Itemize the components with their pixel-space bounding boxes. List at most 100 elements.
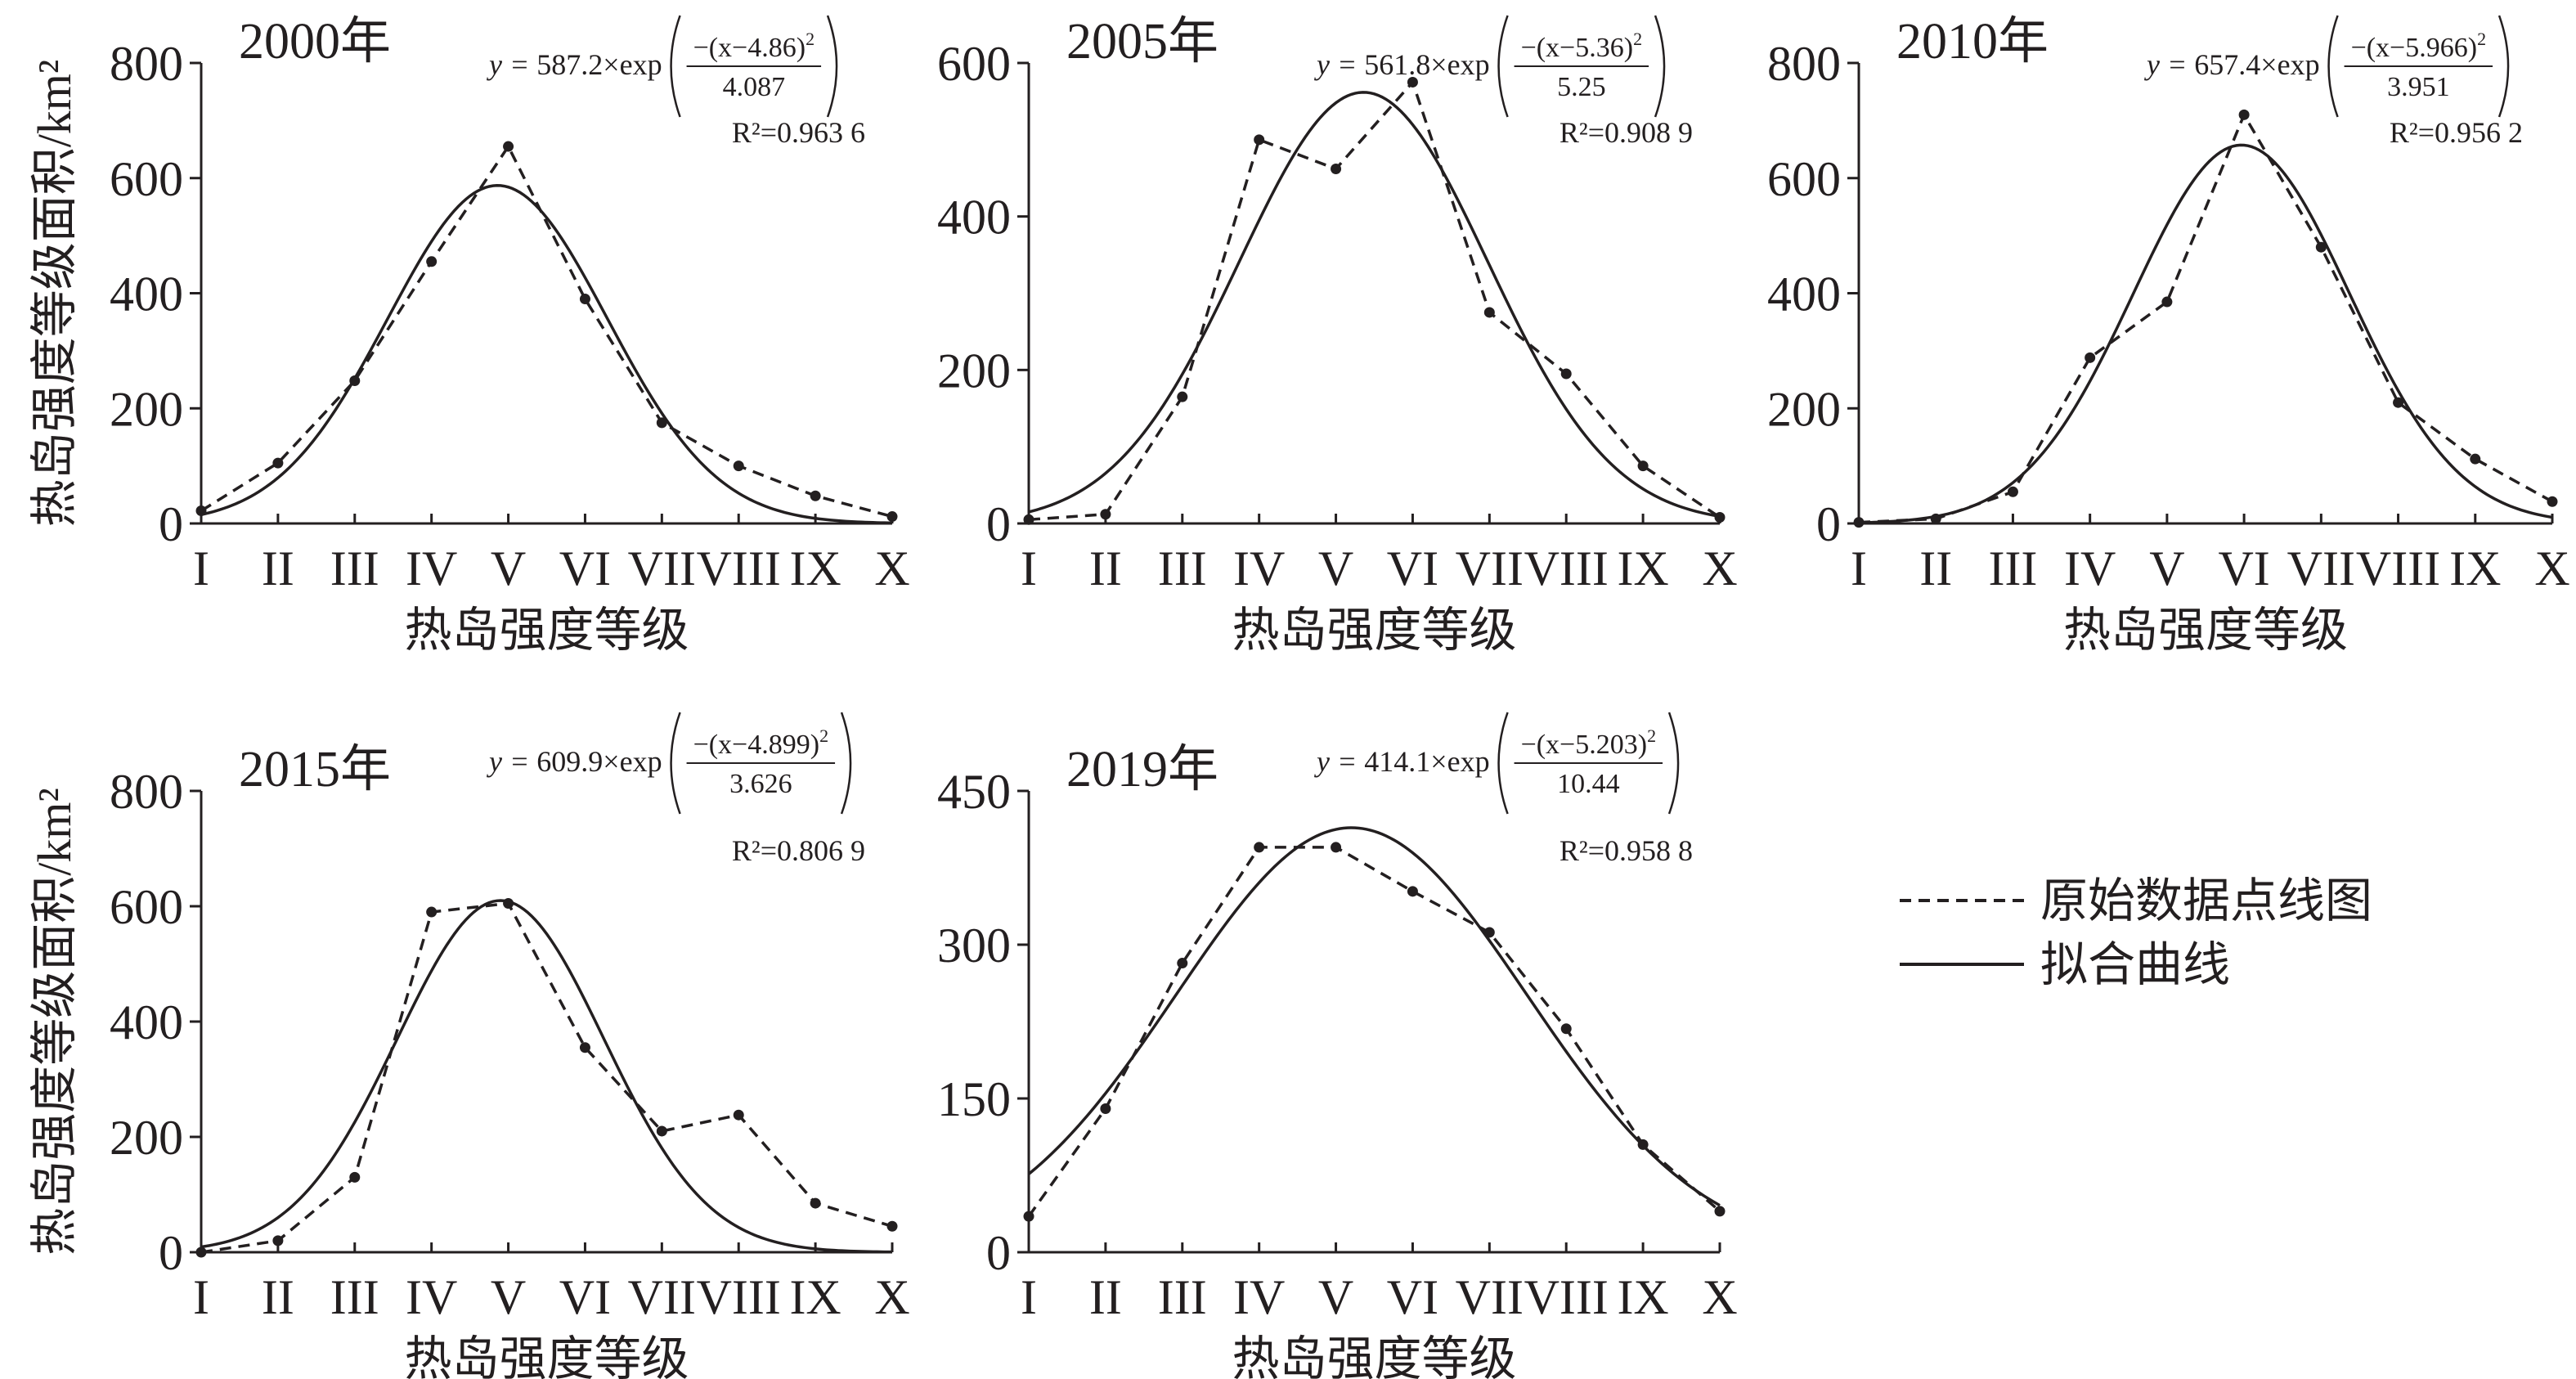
- equation-text: 587.2: [536, 48, 603, 81]
- x-tick-label: IX: [789, 541, 841, 595]
- data-point: [1023, 514, 1034, 525]
- data-point: [2085, 352, 2096, 363]
- data-point: [733, 1109, 744, 1121]
- x-axis-label: 热岛强度等级: [404, 604, 689, 657]
- data-point: [2161, 296, 2173, 308]
- data-point: [2470, 453, 2481, 465]
- x-tick-label: VI: [559, 1270, 611, 1324]
- equation-numerator: −(x−5.36)2: [1521, 29, 1643, 63]
- equation-text: −(x−: [693, 730, 748, 760]
- x-tick-label: V: [491, 1270, 526, 1324]
- paren: [826, 15, 838, 118]
- data-line: [200, 143, 893, 519]
- x-tick-label: II: [1089, 1270, 1122, 1324]
- equation-lhs: y = 657.4×exp: [2144, 48, 2320, 81]
- r-squared: R²=0.956 2: [2390, 116, 2523, 149]
- paren: [840, 712, 852, 815]
- equation-text: ): [1624, 33, 1633, 63]
- panel-title: 2000年: [239, 14, 391, 70]
- equation-text: 5.36: [1575, 33, 1624, 63]
- legend-label: 拟合曲线: [2040, 938, 2230, 991]
- x-tick-label: IV: [1233, 1270, 1285, 1324]
- x-tick-label: VI: [1387, 541, 1438, 595]
- data-point: [810, 490, 821, 501]
- paren: [2497, 15, 2510, 118]
- data-point: [579, 1042, 590, 1053]
- data-point: [1177, 391, 1188, 402]
- y-axis-label: 热岛强度等级面积/km²: [28, 788, 81, 1255]
- data-point: [1714, 511, 1726, 523]
- equation-text: −(x−: [2351, 33, 2406, 63]
- x-tick-label: X: [874, 1270, 909, 1324]
- equation-numerator: −(x−5.966)2: [2351, 29, 2487, 63]
- equation-text: 2: [806, 29, 815, 49]
- equation-lhs: y = 561.8×exp: [1314, 48, 1490, 81]
- panel-title: 2005年: [1066, 14, 1218, 70]
- fit-curve: [200, 184, 893, 525]
- y-tick-label: 400: [1767, 267, 1841, 321]
- paren: [1667, 712, 1680, 815]
- data-point: [1714, 1206, 1726, 1217]
- equation-text: ×exp: [2260, 48, 2319, 81]
- data-point: [886, 511, 898, 523]
- x-tick-label: VII: [628, 1270, 696, 1324]
- paren: [2327, 15, 2339, 118]
- equation-text: 5.966: [2405, 33, 2468, 63]
- x-tick-label: IV: [406, 541, 457, 595]
- equation-text: ): [810, 730, 819, 760]
- data-line: [200, 901, 893, 1254]
- equation-text: −(x−: [1521, 730, 1576, 760]
- equation-text: ×exp: [603, 48, 662, 81]
- x-tick-label: IV: [2064, 541, 2116, 595]
- paren: [1497, 712, 1509, 815]
- data-point: [2315, 241, 2327, 253]
- data-point: [733, 460, 744, 472]
- x-tick-label: IV: [1233, 541, 1285, 595]
- x-tick-label: III: [1158, 1270, 1207, 1324]
- equation-lhs: y = 587.2×exp: [487, 48, 662, 81]
- data-point: [1254, 842, 1265, 853]
- equation-text: 2: [1647, 725, 1656, 746]
- paren: [670, 712, 681, 815]
- equation-text: 2: [819, 725, 828, 746]
- y-tick-label: 450: [937, 765, 1011, 819]
- x-tick-label: I: [193, 1270, 209, 1324]
- x-tick-label: IV: [406, 1270, 457, 1324]
- panel-title: 2015年: [239, 742, 391, 797]
- equation-denominator: 3.951: [2387, 72, 2450, 102]
- x-axis-label: 热岛强度等级: [2063, 604, 2348, 657]
- x-tick-label: IX: [1617, 1270, 1668, 1324]
- equation-numerator: −(x−5.203)2: [1521, 725, 1657, 760]
- paren: [670, 15, 681, 118]
- data-point: [1407, 76, 1418, 88]
- x-tick-label: X: [1702, 1270, 1737, 1324]
- r-squared: R²=0.908 9: [1560, 116, 1693, 149]
- data-point: [1100, 509, 1111, 520]
- x-tick-label: VII: [1456, 1270, 1524, 1324]
- y-tick-label: 200: [937, 344, 1011, 398]
- data-point: [195, 1246, 207, 1258]
- data-point: [1177, 958, 1188, 969]
- x-tick-label: VIII: [1524, 541, 1609, 595]
- x-tick-label: V: [2149, 541, 2184, 595]
- equation-text: 414.1: [1364, 745, 1430, 778]
- y-tick-label: 600: [110, 152, 183, 206]
- x-axis-label: 热岛强度等级: [1232, 1332, 1516, 1379]
- y-tick-label: 0: [159, 497, 183, 551]
- x-tick-label: X: [874, 541, 909, 595]
- data-point: [1560, 1023, 1572, 1035]
- data-point: [1407, 886, 1418, 897]
- paren: [1654, 15, 1666, 118]
- data-line: [1028, 79, 1721, 522]
- x-tick-label: II: [262, 541, 294, 595]
- y-tick-label: 800: [110, 765, 183, 819]
- x-tick-label: VI: [559, 541, 611, 595]
- y-tick-label: 600: [1767, 152, 1841, 206]
- x-tick-label: IX: [2449, 541, 2501, 595]
- fit-curve: [1027, 826, 1721, 1207]
- x-tick-label: VIII: [2356, 541, 2440, 595]
- x-axis-label: 热岛强度等级: [1232, 604, 1516, 657]
- equation-text: ×exp: [603, 745, 662, 778]
- x-tick-label: V: [1318, 541, 1353, 595]
